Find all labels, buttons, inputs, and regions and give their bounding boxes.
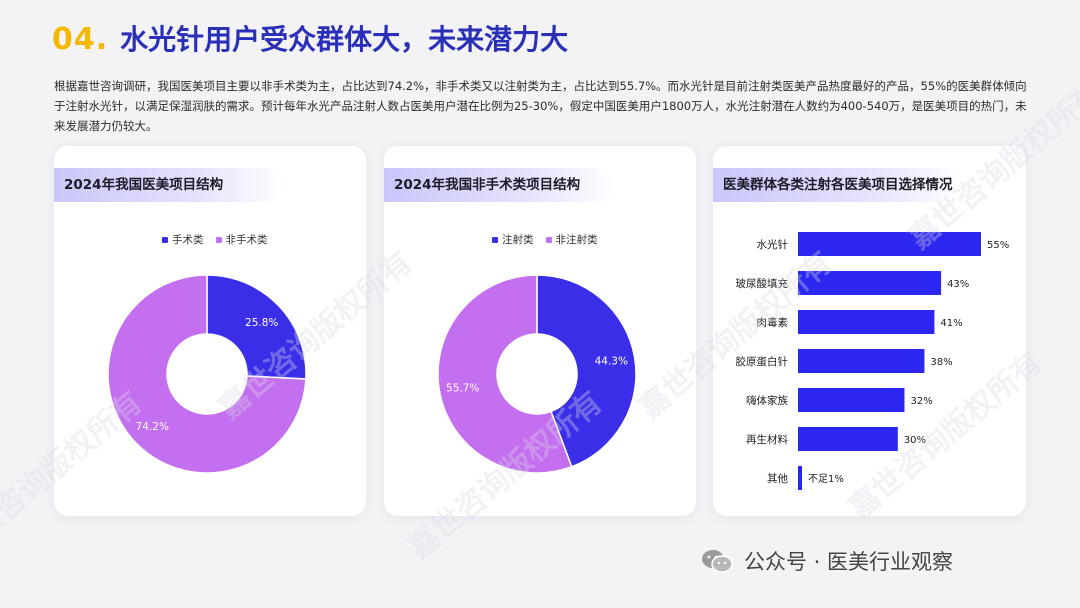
slice-label: 44.3%	[595, 356, 628, 368]
wechat-icon	[702, 550, 733, 573]
bar	[798, 466, 802, 490]
page-title: 水光针用户受众群体大，未来潜力大	[120, 23, 569, 56]
pie-card-medical-structure: 2024年我国医美项目结构 手术类 非手术类 25.8% 74.2%	[54, 146, 366, 516]
header: 04. 水光针用户受众群体大，未来潜力大	[52, 18, 568, 58]
card-title: 2024年我国非手术类项目结构	[384, 168, 614, 202]
legend-label: 非注射类	[555, 234, 598, 246]
footer-account: 公众号 · 医美行业观察	[744, 550, 954, 574]
bar-category-label: 肉毒素	[757, 316, 789, 329]
legend-label: 非手术类	[225, 234, 268, 246]
bar-value-label: 38%	[930, 357, 952, 368]
bar-value-label: 30%	[904, 435, 926, 446]
bar	[798, 349, 925, 373]
bar-value-label: 55%	[987, 240, 1009, 251]
slice-label: 74.2%	[136, 421, 169, 433]
legend-item: 注射类	[492, 232, 534, 247]
bar-chart: 水光针 55% 玻尿酸填充 43% 肉毒素 41% 胶原蛋白针 38% 嗨体家族 32% 再生材料 3…	[736, 232, 1009, 490]
pie-slice	[536, 274, 637, 468]
bar	[798, 388, 905, 412]
bar	[798, 310, 935, 334]
legend-item: 非手术类	[215, 232, 268, 247]
legend: 注射类 非注射类	[492, 232, 598, 247]
bar-category-label: 嗨体家族	[746, 394, 788, 407]
legend-label: 注射类	[502, 234, 534, 246]
bar	[798, 232, 981, 256]
legend-label: 手术类	[172, 234, 204, 246]
intro-paragraph: 根据嘉世咨询调研，我国医美项目主要以非手术类为主，占比达到74.2%，非手术类又…	[54, 79, 1027, 133]
legend-swatch	[162, 236, 168, 243]
card-title: 医美群体各类注射各医美项目选择情况	[713, 168, 963, 202]
pie-slice	[206, 274, 307, 380]
legend: 手术类 非手术类	[162, 232, 268, 247]
legend-item: 非注射类	[545, 232, 598, 247]
bar-category-label: 其他	[767, 472, 788, 485]
legend-swatch	[215, 236, 222, 243]
legend-item: 手术类	[162, 232, 204, 247]
card-title: 2024年我国医美项目结构	[54, 168, 284, 202]
legend-swatch	[492, 236, 498, 243]
legend-swatch	[545, 236, 552, 243]
slice-label: 25.8%	[245, 317, 278, 329]
bar-card-injection-choice: 医美群体各类注射各医美项目选择情况 水光针 55% 玻尿酸填充 43% 肉毒素 41% 胶原…	[713, 146, 1026, 516]
donut-chart: 44.3% 55.7%	[437, 274, 637, 474]
pie-slice	[437, 274, 573, 474]
bar-category-label: 玻尿酸填充	[736, 277, 789, 290]
pie-slice	[107, 274, 307, 474]
slice-label: 55.7%	[446, 382, 479, 394]
bar-category-label: 胶原蛋白针	[736, 355, 789, 368]
bar	[798, 427, 898, 451]
bar-value-label: 32%	[910, 396, 932, 407]
bar-value-label: 43%	[947, 279, 969, 290]
bar-category-label: 再生材料	[746, 433, 788, 446]
pie-card-nonsurgical-structure: 2024年我国非手术类项目结构 注射类 非注射类 44.3% 55.7%	[384, 146, 696, 516]
donut-chart: 25.8% 74.2%	[107, 274, 307, 474]
bar-value-label: 41%	[940, 318, 962, 329]
bar-value-label: 不足1%	[808, 473, 844, 485]
section-number: 04.	[52, 22, 109, 57]
bar-category-label: 水光针	[757, 238, 789, 251]
bar	[798, 271, 942, 295]
footer: 公众号 · 医美行业观察	[700, 546, 953, 576]
